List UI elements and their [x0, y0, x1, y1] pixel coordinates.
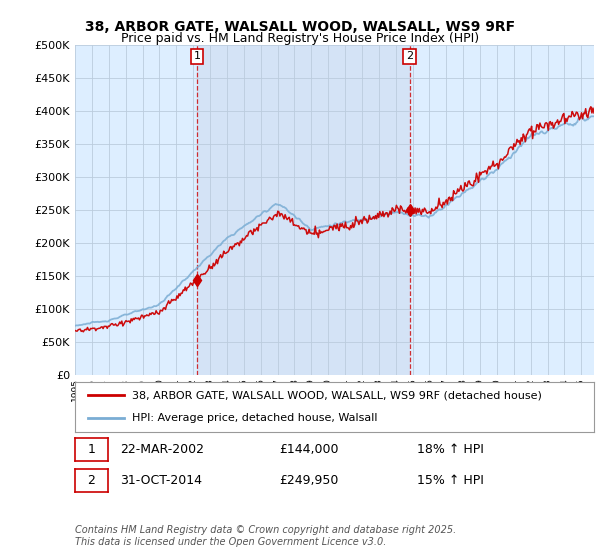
Text: £249,950: £249,950 [279, 474, 338, 487]
Text: 38, ARBOR GATE, WALSALL WOOD, WALSALL, WS9 9RF: 38, ARBOR GATE, WALSALL WOOD, WALSALL, W… [85, 20, 515, 34]
Text: £144,000: £144,000 [279, 443, 338, 456]
Text: 22-MAR-2002: 22-MAR-2002 [120, 443, 204, 456]
Text: 15% ↑ HPI: 15% ↑ HPI [417, 474, 484, 487]
Text: Price paid vs. HM Land Registry's House Price Index (HPI): Price paid vs. HM Land Registry's House … [121, 32, 479, 45]
Bar [197, 45, 410, 375]
Text: 18% ↑ HPI: 18% ↑ HPI [417, 443, 484, 456]
Text: HPI: Average price, detached house, Walsall: HPI: Average price, detached house, Wals… [132, 413, 377, 423]
Text: 2: 2 [88, 474, 95, 487]
Text: Contains HM Land Registry data © Crown copyright and database right 2025.
This d: Contains HM Land Registry data © Crown c… [75, 525, 456, 547]
Text: 1: 1 [193, 52, 200, 62]
Text: 2: 2 [406, 52, 413, 62]
Text: 38, ARBOR GATE, WALSALL WOOD, WALSALL, WS9 9RF (detached house): 38, ARBOR GATE, WALSALL WOOD, WALSALL, W… [132, 390, 542, 400]
Text: 31-OCT-2014: 31-OCT-2014 [120, 474, 202, 487]
Text: 1: 1 [88, 443, 95, 456]
